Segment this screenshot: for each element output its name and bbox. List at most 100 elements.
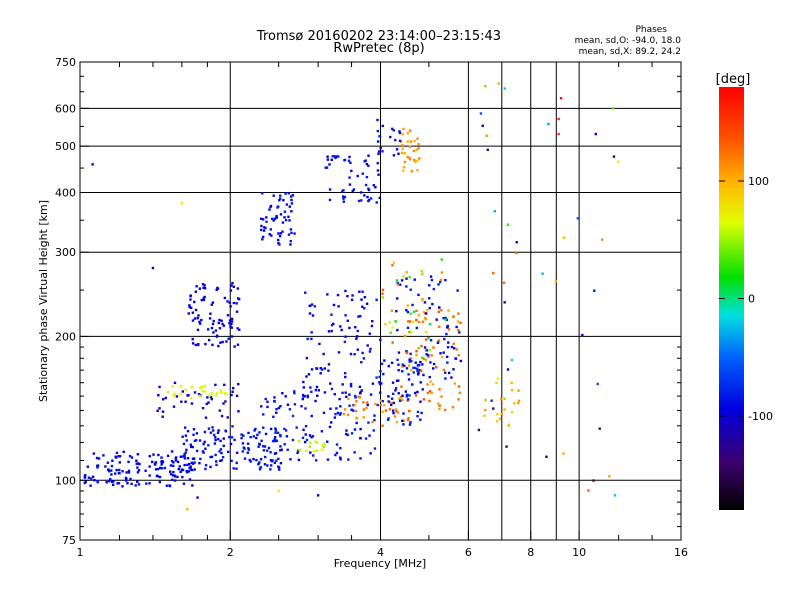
data-point xyxy=(415,318,418,322)
data-point xyxy=(423,346,427,349)
data-point xyxy=(435,366,438,369)
data-point xyxy=(286,403,290,406)
data-point xyxy=(326,440,329,443)
x-tick-label: 8 xyxy=(527,546,534,559)
data-point xyxy=(286,448,289,452)
data-point xyxy=(490,399,493,402)
data-point xyxy=(305,356,309,360)
data-point xyxy=(247,431,250,435)
data-point xyxy=(190,445,193,449)
data-point xyxy=(517,389,520,392)
data-point xyxy=(228,301,231,304)
data-point xyxy=(378,381,381,384)
data-point xyxy=(413,139,416,143)
data-point xyxy=(203,287,207,290)
data-point xyxy=(611,107,615,110)
data-point xyxy=(284,192,287,195)
data-point xyxy=(348,155,351,159)
data-point xyxy=(454,357,457,360)
data-point xyxy=(495,381,498,385)
data-point xyxy=(391,409,395,412)
data-point xyxy=(312,449,316,453)
data-point xyxy=(255,436,258,440)
data-point xyxy=(212,319,215,323)
data-point xyxy=(416,169,419,172)
data-point xyxy=(194,290,198,293)
data-point xyxy=(443,408,447,412)
data-point xyxy=(241,442,245,445)
data-point xyxy=(180,468,184,471)
data-point xyxy=(84,480,87,484)
data-point xyxy=(180,400,183,403)
data-point xyxy=(418,369,422,372)
data-point xyxy=(382,372,385,376)
data-point xyxy=(166,454,170,458)
data-point xyxy=(127,471,131,474)
data-point xyxy=(267,446,271,450)
data-point xyxy=(168,470,172,473)
data-point xyxy=(212,433,216,437)
data-point xyxy=(506,223,510,226)
data-point xyxy=(447,341,450,344)
data-point xyxy=(302,395,305,398)
data-point xyxy=(189,298,192,301)
data-point xyxy=(364,437,368,440)
data-point xyxy=(268,208,271,211)
data-point xyxy=(503,408,506,411)
data-point xyxy=(284,218,288,222)
data-point xyxy=(392,261,396,264)
data-point xyxy=(436,402,440,405)
data-point xyxy=(281,392,284,395)
data-point xyxy=(375,376,378,379)
data-point xyxy=(203,390,206,393)
data-point xyxy=(379,146,382,150)
y-tick-label: 100 xyxy=(55,474,76,487)
colorbar-tick-label: 0 xyxy=(748,293,755,306)
data-point xyxy=(322,443,325,446)
data-point xyxy=(304,433,307,436)
data-point xyxy=(362,401,365,404)
data-point xyxy=(215,288,218,291)
data-point xyxy=(354,326,357,329)
data-point xyxy=(246,442,250,445)
data-point xyxy=(425,349,429,352)
data-point xyxy=(339,458,342,461)
data-point xyxy=(316,394,319,397)
data-point xyxy=(165,484,169,487)
data-point xyxy=(421,388,424,391)
data-point xyxy=(392,392,395,396)
data-point xyxy=(242,434,245,437)
data-point xyxy=(170,459,174,463)
y-tick-label: 600 xyxy=(55,102,76,115)
data-point xyxy=(376,161,379,165)
data-point xyxy=(333,392,336,396)
data-point xyxy=(148,474,151,477)
data-point xyxy=(372,184,376,187)
data-point xyxy=(389,331,392,334)
data-point xyxy=(254,427,257,431)
data-point xyxy=(189,465,192,468)
data-point xyxy=(495,420,499,423)
data-point xyxy=(233,438,236,442)
data-point xyxy=(406,326,410,330)
data-point xyxy=(235,302,238,305)
data-point xyxy=(257,462,260,466)
data-point xyxy=(127,469,131,473)
data-point xyxy=(345,429,348,432)
data-point xyxy=(459,359,463,363)
data-point xyxy=(440,309,443,312)
data-point xyxy=(136,480,139,483)
data-point xyxy=(428,306,432,310)
data-point xyxy=(311,314,315,317)
data-point xyxy=(211,426,214,429)
data-point xyxy=(557,117,560,121)
data-point xyxy=(440,355,444,359)
data-point xyxy=(337,305,340,308)
data-point xyxy=(161,410,165,413)
data-point xyxy=(214,383,217,387)
data-point xyxy=(290,202,294,205)
data-point xyxy=(334,453,337,457)
data-point xyxy=(503,87,507,90)
data-point xyxy=(442,316,445,320)
data-point xyxy=(422,373,425,377)
